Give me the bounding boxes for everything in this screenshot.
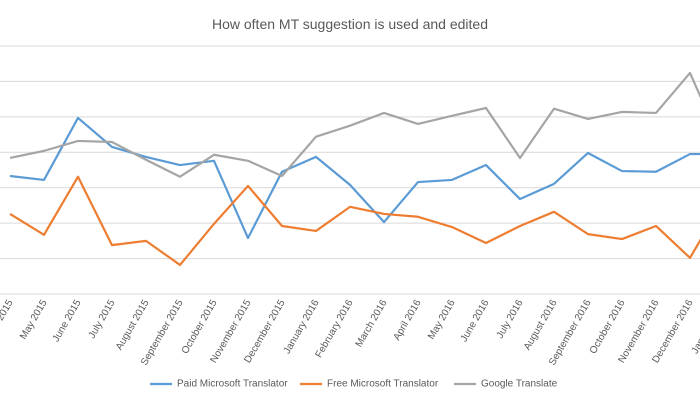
x-tick-label: June 2015 (51, 298, 84, 344)
x-tick-label: June 2016 (459, 298, 492, 344)
x-tick-label: August 2015 (114, 298, 152, 353)
x-tick-label: April 2015 (0, 298, 16, 343)
x-tick-label: January 2016 (282, 298, 322, 356)
x-tick-label: March 2016 (354, 298, 390, 350)
x-tick-label: May 2015 (18, 298, 50, 342)
line-series (9, 175, 700, 267)
x-tick-label: July 2016 (495, 298, 526, 341)
x-tick-label: July 2015 (87, 298, 118, 341)
legend-label: Google Translate (481, 379, 558, 390)
line-series (9, 71, 700, 178)
x-tick-label: October 2015 (180, 298, 220, 356)
legend-label: Paid Microsoft Translator (177, 379, 288, 390)
line-series (9, 116, 700, 240)
x-tick-label: February 2016 (314, 298, 356, 360)
x-tick-label: May 2016 (426, 298, 458, 342)
x-tick-label: October 2016 (588, 298, 628, 356)
legend-label: Free Microsoft Translator (327, 379, 439, 390)
x-tick-label: August 2016 (522, 298, 560, 353)
chart-title: How often MT suggestion is used and edit… (212, 16, 488, 32)
x-tick-label: April 2016 (392, 298, 424, 343)
